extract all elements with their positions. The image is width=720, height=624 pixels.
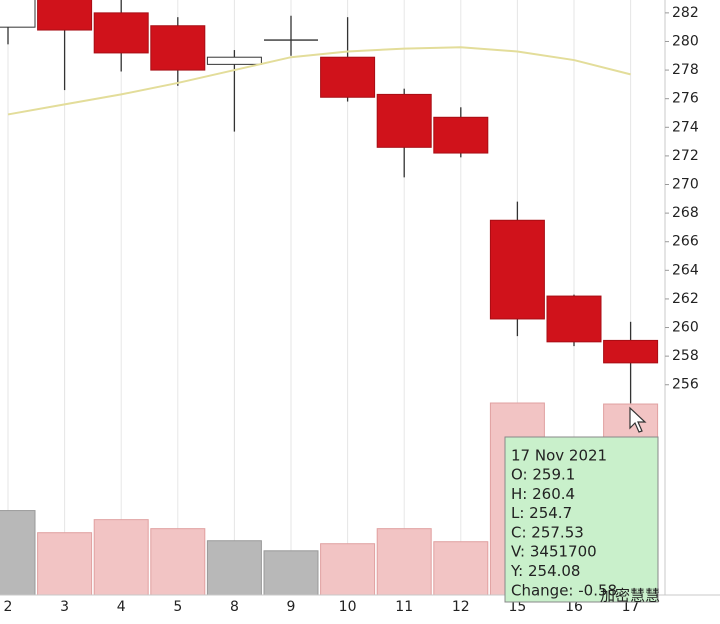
tooltip-line: Change: -0.58	[511, 581, 617, 599]
tooltip-date: 17 Nov 2021	[511, 447, 607, 465]
price-layer	[0, 0, 659, 404]
x-tick-label: 3	[60, 599, 69, 615]
x-tick-label: 11	[395, 599, 413, 615]
y-tick-label: 266	[672, 234, 699, 250]
candle-body	[320, 56, 376, 98]
watermark: 加密慧慧	[600, 587, 660, 605]
candle-body	[546, 295, 602, 343]
x-tick-label: 17	[622, 599, 640, 615]
tooltip: 17 Nov 2021 O: 259.1H: 260.4L: 254.7C: 2…	[504, 436, 659, 603]
candle-body	[37, 0, 93, 31]
candle-body	[376, 93, 432, 148]
x-tick-label: 8	[230, 599, 239, 615]
volume-bar	[206, 540, 262, 595]
volume-bar	[320, 543, 376, 595]
tooltip-line: L: 254.7	[511, 504, 572, 522]
volume-bar	[0, 510, 36, 595]
volume-bar	[263, 550, 319, 595]
y-tick-label: 258	[672, 348, 699, 364]
axes: 2562582602622642662682702722742762782802…	[4, 5, 699, 615]
candle-body	[150, 25, 206, 71]
y-tick-label: 282	[672, 5, 699, 21]
x-tick-label: 4	[117, 599, 126, 615]
y-tick-label: 276	[672, 91, 699, 107]
y-tick-label: 274	[672, 119, 699, 135]
y-tick-label: 264	[672, 262, 699, 278]
tooltip-line: V: 3451700	[511, 543, 597, 561]
x-tick-label: 5	[173, 599, 182, 615]
y-tick-label: 268	[672, 205, 699, 221]
cursor	[629, 406, 647, 433]
tooltip-line: Y: 254.08	[510, 562, 580, 580]
y-tick-label: 278	[672, 62, 699, 78]
tooltip-box	[504, 436, 659, 603]
volume-bar	[93, 519, 149, 595]
candle-body	[603, 339, 659, 364]
candle-body	[206, 56, 262, 65]
y-tick-label: 270	[672, 177, 699, 193]
candle-body	[0, 0, 36, 28]
x-tick-label: 15	[508, 599, 526, 615]
x-tick-label: 2	[4, 599, 13, 615]
y-tick-label: 272	[672, 148, 699, 164]
tooltip-line: O: 259.1	[511, 466, 575, 484]
y-tick-label: 260	[672, 320, 699, 336]
x-tick-label: 12	[452, 599, 470, 615]
volume-bar	[37, 532, 93, 595]
volume-bar	[150, 528, 206, 595]
y-tick-label: 262	[672, 291, 699, 307]
y-tick-label: 256	[672, 377, 699, 393]
candle-body	[433, 116, 489, 154]
candle-body	[93, 12, 149, 54]
x-tick-label: 10	[339, 599, 357, 615]
x-tick-label: 9	[287, 599, 296, 615]
moving-average-line	[7, 46, 631, 116]
volume-bar	[376, 528, 432, 595]
tooltip-lines: O: 259.1H: 260.4L: 254.7C: 257.53 V: 3451…	[510, 466, 617, 600]
x-tick-label: 16	[565, 599, 583, 615]
candle-body	[489, 219, 545, 320]
tooltip-line: H: 260.4	[511, 485, 575, 503]
tooltip-line: C: 257.53	[511, 523, 584, 541]
volume-bar	[433, 541, 489, 595]
y-tick-label: 280	[672, 33, 699, 49]
